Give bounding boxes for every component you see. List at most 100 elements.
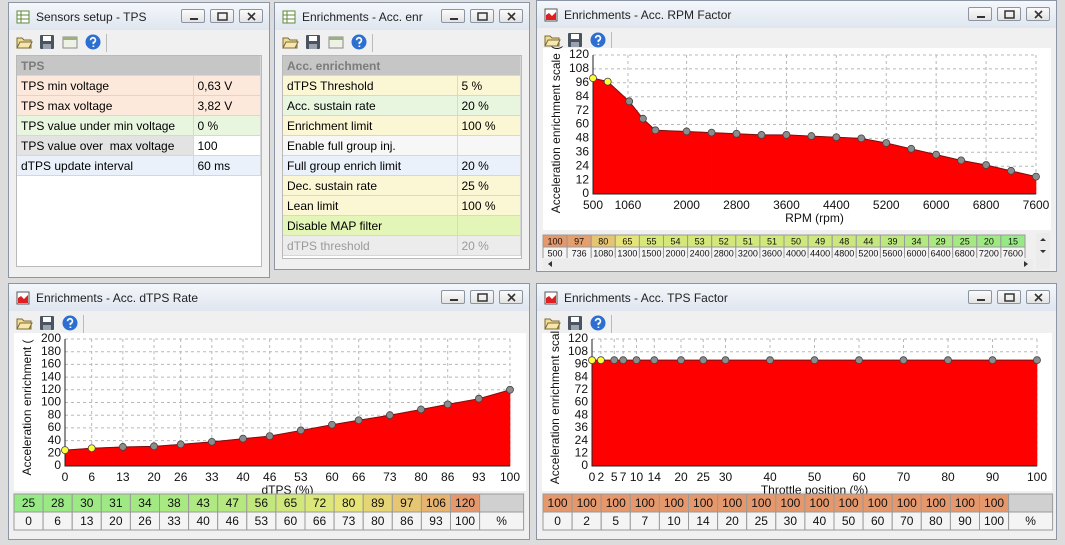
data-point[interactable] [988,356,997,365]
help-button[interactable] [84,33,102,54]
save-button[interactable] [566,314,584,335]
data-point[interactable] [732,129,741,138]
maximize-button[interactable] [470,290,494,304]
data-point[interactable] [782,131,791,139]
minimize-button[interactable] [968,290,992,304]
data-point[interactable] [150,442,158,451]
data-point[interactable] [721,356,730,365]
open-button[interactable] [543,31,561,52]
data-point[interactable] [61,446,69,455]
data-point[interactable] [757,131,766,139]
save-button[interactable] [566,31,584,52]
data-point[interactable] [589,74,597,83]
property-value[interactable]: 60 ms [193,155,261,176]
property-value[interactable] [457,135,521,156]
data-point[interactable] [603,77,612,86]
data-point[interactable] [707,128,716,137]
data-point[interactable] [354,416,363,425]
data-point[interactable] [506,385,514,394]
data-point[interactable] [474,394,483,403]
data-point[interactable] [857,134,866,143]
data-point[interactable] [810,356,819,365]
save-button[interactable] [38,314,56,335]
help-button[interactable] [589,31,607,52]
data-point[interactable] [766,356,774,365]
property-value[interactable]: 100 [193,135,261,156]
property-value[interactable]: 25 % [457,175,521,196]
data-point[interactable] [443,400,452,409]
minimize-button[interactable] [968,7,992,21]
maximize-button[interactable] [997,7,1021,21]
property-value[interactable]: 20 % [457,155,521,176]
data-point[interactable] [807,132,816,140]
property-value[interactable]: 20 % [457,235,521,256]
property-value[interactable]: 0,63 V [193,75,261,96]
data-point[interactable] [677,356,685,365]
close-button[interactable] [499,290,523,304]
data-point[interactable] [907,144,916,153]
data-point[interactable] [296,426,305,435]
help-button[interactable] [589,314,607,335]
close-button[interactable] [499,9,523,23]
close-button[interactable] [1026,7,1050,21]
data-point[interactable] [639,114,647,123]
maximize-button[interactable] [210,9,234,23]
blank-button[interactable] [327,33,345,54]
data-point[interactable] [239,434,247,443]
data-point[interactable] [982,161,990,169]
h-scrollbar[interactable] [543,259,1033,270]
minimize-button[interactable] [181,9,205,23]
data-point[interactable] [651,126,660,135]
property-value[interactable]: 5 % [457,75,521,96]
open-button[interactable] [15,314,33,335]
property-value[interactable]: 3,82 V [193,95,261,116]
close-button[interactable] [1026,290,1050,304]
data-point[interactable] [176,440,185,449]
property-value[interactable]: 0 % [193,115,261,136]
data-point[interactable] [328,420,336,429]
help-button[interactable] [350,33,368,54]
data-point[interactable] [650,356,659,365]
data-point[interactable] [957,156,966,165]
property-value[interactable]: 100 % [457,115,521,136]
data-point[interactable] [87,444,96,453]
close-button[interactable] [239,9,263,23]
data-point[interactable] [588,356,596,365]
data-point[interactable] [882,139,891,147]
data-point[interactable] [1032,172,1040,181]
open-button[interactable] [15,33,33,54]
data-point[interactable] [610,356,619,365]
data-point[interactable] [944,356,952,365]
data-point[interactable] [385,411,394,420]
data-point[interactable] [682,127,691,136]
data-point[interactable] [417,405,425,414]
property-value[interactable] [457,215,521,236]
x-cell[interactable] [1000,246,1026,259]
save-button[interactable] [304,33,322,54]
data-point[interactable] [699,356,708,365]
data-point[interactable] [265,432,274,441]
data-point[interactable] [1033,356,1041,365]
property-value[interactable]: 20 % [457,95,521,116]
open-button[interactable] [281,33,299,54]
maximize-button[interactable] [997,290,1021,304]
minimize-button[interactable] [441,290,465,304]
data-point[interactable] [855,356,863,365]
maximize-button[interactable] [470,9,494,23]
property-value[interactable]: 100 % [457,195,521,216]
data-point[interactable] [932,150,941,159]
data-point[interactable] [832,133,841,142]
data-point[interactable] [619,356,628,365]
data-point[interactable] [899,356,908,365]
data-point[interactable] [625,97,634,106]
help-button[interactable] [61,314,79,335]
open-button[interactable] [543,314,561,335]
data-point[interactable] [597,356,605,365]
data-point[interactable] [118,443,127,451]
save-button[interactable] [38,33,56,54]
blank-button[interactable] [61,33,79,54]
data-point[interactable] [632,356,641,365]
data-point[interactable] [1007,166,1015,175]
data-point[interactable] [207,437,216,446]
minimize-button[interactable] [441,9,465,23]
